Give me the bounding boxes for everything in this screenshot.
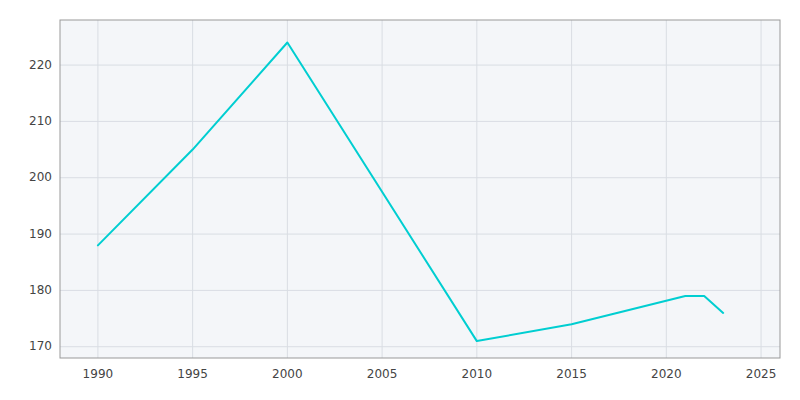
grid-line — [60, 290, 780, 291]
y-tick-label: 170 — [29, 339, 52, 353]
grid-line — [192, 20, 193, 358]
marks — [98, 43, 723, 342]
y-tick-label: 200 — [29, 170, 52, 184]
x-tick-label: 1995 — [177, 367, 208, 381]
plot-area — [60, 20, 780, 358]
grid-line — [287, 20, 288, 358]
grid-line — [761, 20, 762, 358]
y-tick-label: 190 — [29, 227, 52, 241]
y-tick-label: 210 — [29, 114, 52, 128]
grid-line — [60, 121, 780, 122]
grid-line — [476, 20, 477, 358]
x-tick-label: 2020 — [651, 367, 682, 381]
grid-line — [60, 177, 780, 178]
y-tick-label: 180 — [29, 283, 52, 297]
grid-line — [97, 20, 98, 358]
y-tick-label: 220 — [29, 58, 52, 72]
tick-labels: 170 180 190 200 210 220 1990 1995 2000 2005 2010 20… — [29, 58, 776, 381]
grid — [60, 20, 780, 358]
x-tick-label: 2010 — [462, 367, 493, 381]
x-tick-label: 2025 — [746, 367, 777, 381]
x-tick-label: 1990 — [83, 367, 114, 381]
plot-frame — [60, 20, 780, 358]
grid-line — [666, 20, 667, 358]
line — [98, 43, 723, 342]
grid-line — [60, 346, 780, 347]
chart: 170 180 190 200 210 220 1990 1995 2000 2005 2010 20… — [0, 0, 800, 400]
x-tick-label: 2000 — [272, 367, 303, 381]
grid-line — [60, 234, 780, 235]
grid-line — [382, 20, 383, 358]
grid-line — [571, 20, 572, 358]
x-tick-label: 2005 — [367, 367, 398, 381]
grid-line — [60, 65, 780, 66]
x-tick-label: 2015 — [556, 367, 587, 381]
